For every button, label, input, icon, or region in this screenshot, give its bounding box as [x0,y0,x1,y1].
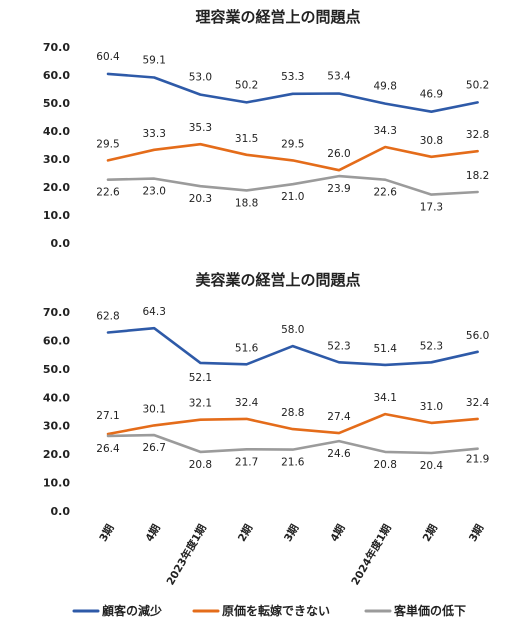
barber-data-label-costpass: 35.3 [189,122,212,134]
barber-data-label-costpass: 32.8 [466,129,489,141]
beauty-data-label-unitprice: 20.8 [374,459,397,471]
legend-label-unitprice: 客単価の低下 [393,603,466,618]
beauty-data-label-customers: 52.3 [327,340,350,352]
beauty-chart-title: 美容業の経営上の問題点 [195,271,360,289]
x-tick-label: 3期 [96,522,116,544]
barber-y-tick-label: 60.0 [43,69,70,82]
beauty-y-tick-label: 50.0 [43,363,70,376]
barber-y-tick-label: 0.0 [51,237,71,250]
beauty-data-label-unitprice: 21.6 [281,457,305,469]
barber-data-label-unitprice: 21.0 [281,191,304,203]
beauty-y-tick-label: 0.0 [51,505,71,518]
barber-data-label-costpass: 31.5 [235,133,258,145]
beauty-data-label-customers: 51.4 [374,343,398,355]
beauty-data-label-costpass: 27.1 [96,410,119,422]
beauty-data-label-unitprice: 20.4 [420,460,444,472]
barber-data-label-customers: 49.8 [374,81,397,93]
barber-y-tick-label: 40.0 [43,125,70,138]
barber-data-label-unitprice: 23.0 [143,186,166,198]
barber-data-label-unitprice: 20.3 [189,193,212,205]
barber-data-label-customers: 50.2 [466,79,489,91]
beauty-data-label-customers: 58.0 [281,324,304,336]
beauty-data-label-costpass: 34.1 [374,392,397,404]
x-tick-label: 2期 [420,522,440,544]
barber-data-label-costpass: 30.8 [420,135,443,147]
x-tick-label: 4期 [327,522,347,544]
beauty-data-label-unitprice: 26.4 [96,443,120,455]
barber-data-label-customers: 53.0 [189,72,212,84]
x-tick-label: 3期 [281,522,301,544]
beauty-data-label-customers: 64.3 [143,306,166,318]
x-tick-label: 2023年度1期 [164,522,209,587]
beauty-data-label-customers: 52.1 [189,372,212,384]
barber-data-label-unitprice: 18.8 [235,197,258,209]
barber-chart-plot: 0.0 10.0 20.0 30.0 40.0 50.0 60.0 70.0 60.4 59.1 5… [43,41,489,250]
barber-data-label-customers: 60.4 [96,51,120,63]
barber-data-label-customers: 50.2 [235,79,258,91]
legend-label-customers: 顧客の減少 [102,603,162,618]
barber-data-label-costpass: 33.3 [143,128,166,140]
barber-data-label-costpass: 26.0 [327,148,350,160]
legend: 顧客の減少 原価を転嫁できない 客単価の低下 [74,603,466,618]
barber-data-label-unitprice: 22.6 [96,187,120,199]
barber-data-label-customers: 59.1 [143,55,166,67]
barber-y-tick-label: 10.0 [43,209,70,222]
barber-chart-title: 理容業の経営上の問題点 [195,8,360,26]
beauty-data-label-costpass: 32.1 [189,398,212,410]
barber-data-label-customers: 53.3 [281,71,304,83]
beauty-data-label-costpass: 32.4 [235,397,259,409]
beauty-data-label-costpass: 27.4 [327,411,351,423]
beauty-y-tick-label: 70.0 [43,306,70,319]
beauty-data-label-costpass: 30.1 [143,403,166,415]
x-tick-label: 3期 [466,522,486,544]
barber-data-label-unitprice: 22.6 [374,187,398,199]
x-tick-label: 2期 [235,522,255,544]
beauty-data-label-customers: 56.0 [466,330,489,342]
barber-y-tick-label: 50.0 [43,97,70,110]
barber-data-label-costpass: 34.3 [374,125,397,137]
beauty-data-label-unitprice: 21.7 [235,456,258,468]
x-tick-label: 2024年度1期 [349,522,394,587]
barber-data-label-unitprice: 18.2 [466,170,489,182]
barber-y-tick-label: 30.0 [43,153,70,166]
beauty-y-tick-label: 40.0 [43,391,70,404]
beauty-data-label-unitprice: 26.7 [143,442,166,454]
beauty-data-label-costpass: 28.8 [281,407,304,419]
beauty-data-label-customers: 51.6 [235,342,259,354]
beauty-data-label-unitprice: 20.8 [189,459,212,471]
barber-y-tick-label: 20.0 [43,181,70,194]
beauty-data-label-costpass: 31.0 [420,401,443,413]
beauty-y-tick-label: 30.0 [43,420,70,433]
barber-data-label-unitprice: 23.9 [327,183,350,195]
barber-data-label-customers: 46.9 [420,89,443,101]
beauty-data-label-customers: 62.8 [96,310,119,322]
beauty-y-tick-label: 10.0 [43,477,70,490]
barber-data-label-costpass: 29.5 [96,138,119,150]
barber-y-tick-label: 70.0 [43,41,70,54]
beauty-y-tick-label: 20.0 [43,448,70,461]
beauty-data-label-costpass: 32.4 [466,397,490,409]
beauty-y-tick-label: 60.0 [43,334,70,347]
barber-data-label-unitprice: 17.3 [420,202,443,214]
beauty-data-label-unitprice: 21.9 [466,454,489,466]
legend-label-costpass: 原価を転嫁できない [222,603,330,618]
x-tick-label: 4期 [143,522,163,544]
beauty-data-label-unitprice: 24.6 [327,448,351,460]
barber-data-label-customers: 53.4 [327,70,351,82]
barber-data-label-costpass: 29.5 [281,138,304,150]
beauty-chart-plot: 0.0 10.0 20.0 30.0 40.0 50.0 60.0 70.0 62.8 64.3 5… [43,306,490,587]
beauty-data-label-customers: 52.3 [420,340,443,352]
